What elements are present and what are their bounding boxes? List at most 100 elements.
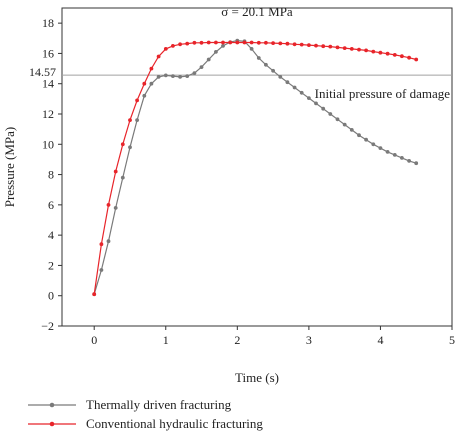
data-point [99, 242, 104, 247]
data-point [249, 40, 254, 45]
data-point [342, 46, 347, 50]
data-point [299, 90, 304, 95]
data-point [335, 45, 340, 50]
y-tick-label: −2 [41, 319, 54, 333]
data-point [349, 47, 354, 51]
data-point [264, 40, 268, 45]
data-point [371, 142, 376, 147]
legend-label-thermal: Thermally driven fracturing [86, 397, 232, 412]
data-point [349, 127, 354, 132]
data-point [385, 51, 390, 56]
data-point [357, 133, 361, 138]
x-tick-label: 1 [163, 333, 169, 347]
data-point [128, 118, 132, 122]
data-point [307, 43, 311, 47]
data-point [407, 159, 411, 163]
data-point [342, 122, 347, 127]
data-point [199, 40, 204, 45]
data-point [249, 47, 254, 51]
reference-tick-label: 14.57 [29, 65, 56, 79]
data-point [407, 55, 411, 60]
x-axis-label: Time (s) [235, 370, 279, 385]
data-point [328, 44, 333, 49]
data-point [92, 292, 97, 297]
data-point [400, 54, 404, 59]
y-tick-label: 4 [48, 228, 54, 242]
data-point [278, 41, 283, 46]
data-point [128, 145, 132, 150]
data-point [113, 206, 118, 210]
legend-marker-conventional [49, 421, 55, 427]
data-point [156, 54, 161, 59]
data-point [221, 44, 225, 48]
data-point [163, 73, 168, 78]
data-point [264, 62, 268, 67]
data-point [206, 57, 211, 62]
y-tick-label: 0 [48, 289, 54, 303]
data-point [228, 40, 233, 45]
y-tick-label: 2 [48, 258, 54, 272]
y-tick-label: 18 [42, 16, 54, 30]
data-point [256, 56, 261, 60]
data-point [271, 41, 275, 45]
data-point [385, 150, 390, 154]
chart-title: σ = 20.1 MPa [221, 4, 293, 19]
data-point [199, 65, 204, 69]
data-point [185, 41, 190, 46]
y-tick-label: 10 [42, 137, 54, 151]
data-point [192, 40, 197, 45]
data-point [156, 75, 161, 79]
legend-item-conventional: Conventional hydraulic fracturing [28, 416, 263, 431]
data-point [335, 117, 340, 122]
reference-line-label: Initial pressure of damage [315, 86, 451, 101]
legend-item-thermal: Thermally driven fracturing [28, 397, 232, 412]
data-point [357, 47, 361, 52]
data-point [171, 74, 175, 78]
data-point [221, 40, 225, 45]
data-point [292, 42, 297, 47]
data-point [99, 268, 104, 272]
y-tick-label: 8 [48, 168, 54, 182]
data-point [371, 49, 376, 54]
x-tick-label: 5 [449, 333, 455, 347]
data-point [149, 66, 154, 71]
data-point [106, 239, 111, 244]
y-axis-label: Pressure (MPa) [2, 127, 17, 208]
data-point [285, 80, 290, 85]
data-point [364, 48, 368, 53]
series-line [93, 39, 417, 295]
data-point [414, 161, 419, 166]
data-point [321, 44, 326, 49]
data-point [120, 142, 125, 147]
data-point [392, 53, 397, 57]
data-point [400, 156, 404, 160]
legend-label-conventional: Conventional hydraulic fracturing [86, 416, 263, 431]
data-point [271, 68, 275, 73]
y-tick-label: 16 [42, 46, 54, 60]
x-tick-label: 2 [234, 333, 240, 347]
data-point [299, 42, 304, 47]
x-tick-label: 3 [306, 333, 312, 347]
data-point [242, 40, 247, 45]
data-point [171, 44, 175, 48]
data-point [163, 47, 168, 51]
data-point [135, 118, 140, 122]
data-point [142, 93, 147, 98]
y-tick-label: 12 [42, 107, 54, 121]
data-point [178, 42, 183, 47]
data-point [235, 40, 240, 45]
data-point [142, 81, 147, 86]
data-point [214, 40, 218, 45]
data-point [314, 101, 318, 106]
data-point [292, 85, 297, 90]
data-point [185, 74, 190, 78]
data-point [278, 75, 283, 79]
data-point [178, 75, 183, 79]
data-point [314, 43, 318, 48]
y-tick-label: 6 [48, 198, 54, 212]
data-point [328, 112, 333, 116]
data-point [192, 71, 197, 75]
data-point [214, 50, 218, 54]
series-1 [92, 40, 419, 297]
